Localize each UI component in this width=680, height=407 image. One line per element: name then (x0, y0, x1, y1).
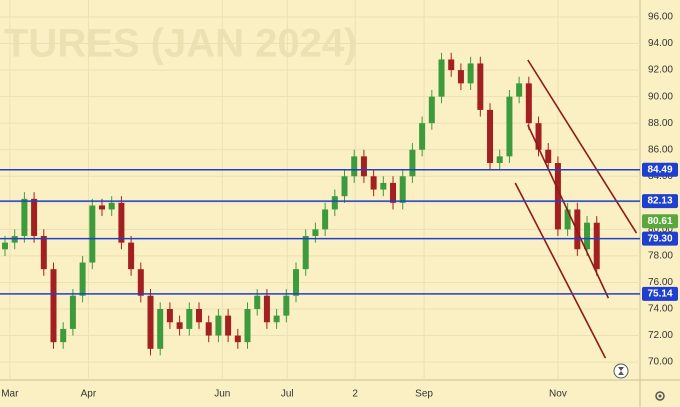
y-tick-label: 70.00 (648, 357, 673, 368)
candle-body (69, 295, 76, 329)
candle-body (118, 202, 125, 243)
candle-body (584, 222, 591, 250)
candle-body (419, 123, 426, 150)
candle-body (457, 70, 464, 84)
candle-body (351, 156, 358, 177)
candle-body (176, 322, 183, 329)
candle-body (409, 149, 416, 177)
trend-line (514, 182, 607, 359)
x-tick-label: Mar (1, 389, 19, 400)
candle-body (535, 123, 542, 150)
candle-body (312, 229, 319, 236)
candle-body (428, 96, 435, 124)
axes: 70.0072.0074.0076.0078.0080.0082.0084.00… (1, 12, 678, 400)
candle-body (215, 315, 222, 336)
candle-body (21, 198, 28, 236)
x-tick-label: Jul (281, 389, 294, 400)
candle-body (31, 198, 38, 236)
candle-body (574, 209, 581, 250)
level-label: 84.49 (647, 164, 672, 175)
candle-body (322, 209, 329, 230)
level-label: 75.14 (647, 289, 672, 300)
candle-body (283, 295, 290, 316)
candle-body (157, 308, 164, 349)
candle-body (380, 182, 387, 190)
candle-body (137, 269, 144, 296)
y-tick-label: 88.00 (648, 118, 673, 129)
x-tick-label: 2 (352, 389, 358, 400)
candle-body (60, 328, 67, 343)
y-tick-label: 78.00 (648, 251, 673, 262)
candle-body (331, 196, 338, 210)
candle-body (438, 59, 445, 97)
candle-body (196, 308, 203, 323)
candle-body (506, 96, 513, 157)
candle-body (390, 182, 397, 203)
y-tick-label: 80.00 (648, 224, 673, 235)
candle-body (244, 308, 251, 343)
candle-body (273, 315, 280, 323)
candle-body (370, 176, 377, 190)
candle-body (108, 202, 115, 210)
candle-body (448, 59, 455, 71)
candle-body (99, 205, 106, 210)
level-tag (642, 231, 678, 246)
y-tick-label: 72.00 (648, 330, 673, 341)
settings-icon[interactable] (655, 391, 665, 401)
level-tag (642, 286, 678, 301)
candle-body (302, 235, 309, 270)
candle-body (225, 315, 232, 336)
x-tick-label: Sep (415, 389, 433, 400)
trend-line (527, 124, 610, 299)
candle-body (166, 308, 173, 323)
candle-body (554, 162, 561, 230)
y-tick-label: 92.00 (648, 65, 673, 76)
level-label: 79.30 (647, 233, 672, 244)
candle-body (205, 322, 212, 336)
candle-body (254, 295, 261, 309)
x-tick-label: Nov (549, 389, 567, 400)
candle-body (40, 235, 47, 270)
level-tag (642, 194, 678, 209)
y-tick-label: 74.00 (648, 304, 673, 315)
candle-body (525, 83, 532, 124)
y-tick-label: 86.00 (648, 144, 673, 155)
candle-body (516, 83, 523, 97)
x-tick-label: Jun (214, 389, 230, 400)
candle-body (564, 209, 571, 230)
candle-body (496, 156, 503, 163)
candle-body (467, 63, 474, 84)
last-price-tag (642, 214, 678, 229)
y-tick-label: 76.00 (648, 277, 673, 288)
wait-icon[interactable] (613, 363, 629, 379)
y-tick-label: 90.00 (648, 91, 673, 102)
candle-body (1, 242, 8, 250)
candle-body (593, 222, 600, 270)
candle-body (234, 335, 241, 343)
candle-body (477, 63, 484, 110)
candle-body (128, 242, 135, 270)
y-tick-label: 94.00 (648, 38, 673, 49)
candle-body (487, 109, 494, 163)
candle-body (545, 149, 552, 163)
candle-body (293, 269, 300, 296)
last-price-label: 80.61 (647, 216, 672, 227)
candle-body (50, 269, 57, 343)
candle-body (186, 308, 193, 329)
level-tag (642, 162, 678, 177)
level-label: 82.13 (647, 196, 672, 207)
candle-body (341, 176, 348, 197)
candle-body (147, 295, 154, 349)
trend-line (527, 59, 638, 234)
y-tick-label: 96.00 (648, 12, 673, 23)
candle-body (89, 205, 96, 263)
x-tick-label: Apr (81, 389, 97, 400)
candle-body (79, 262, 86, 296)
candle-body (360, 156, 367, 177)
plot (0, 52, 640, 359)
candle-body (399, 176, 406, 203)
candle-body (263, 295, 270, 323)
